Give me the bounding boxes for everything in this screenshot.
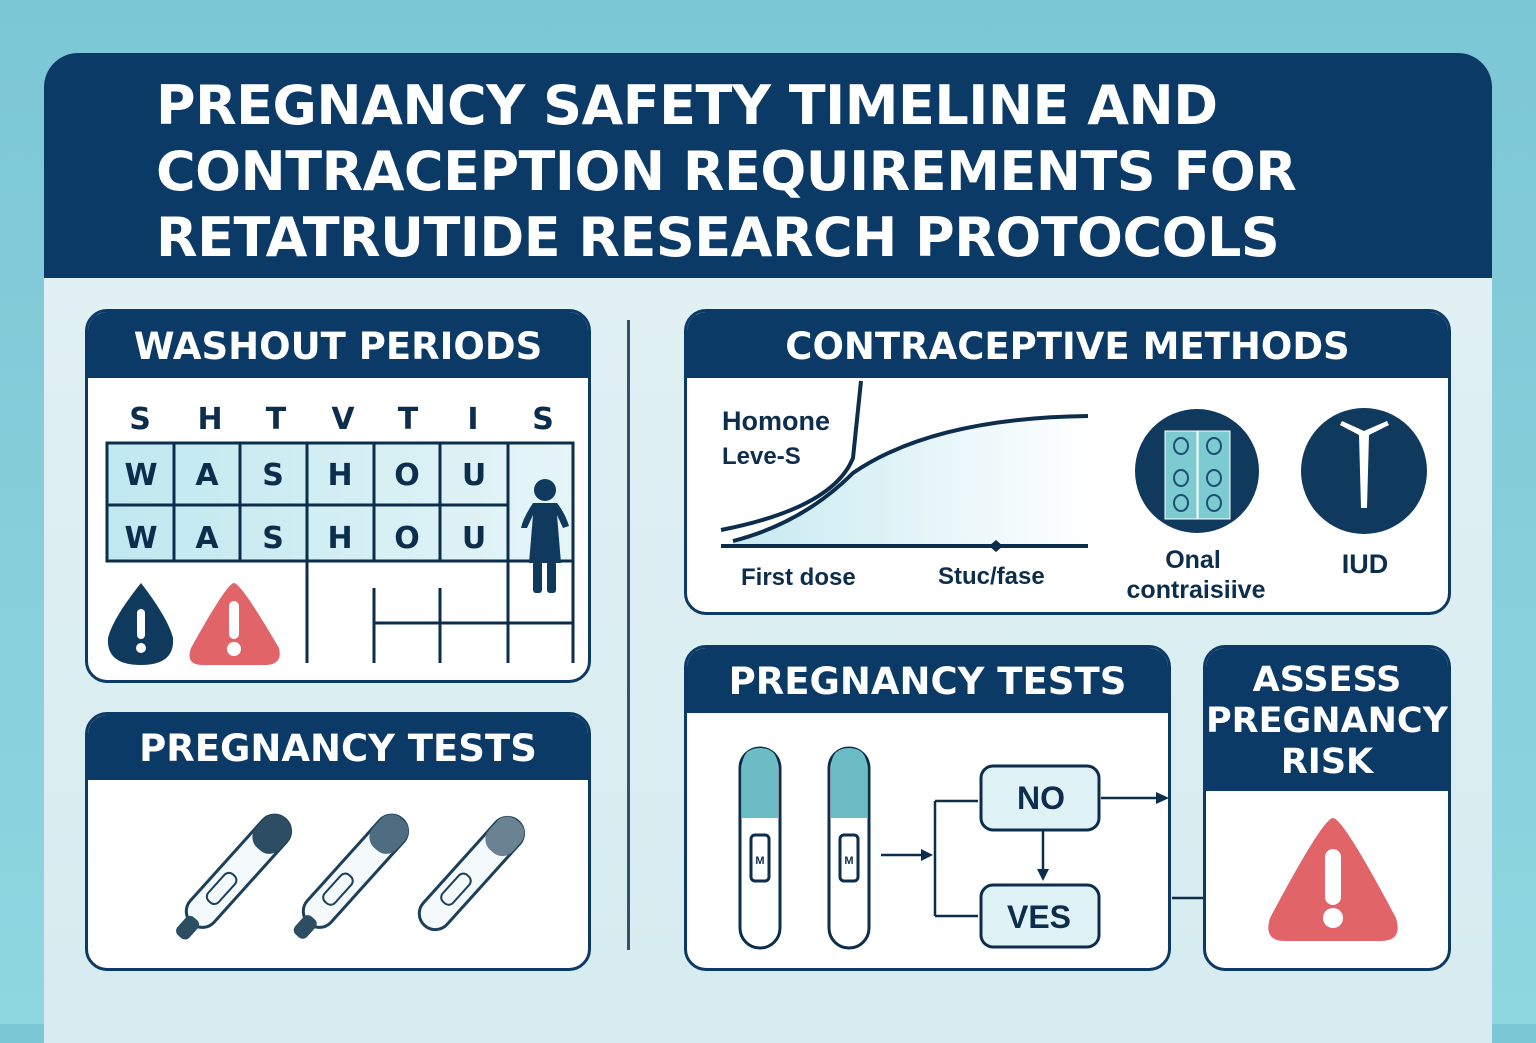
pregnancy-test-icon (293, 813, 410, 939)
pregnancy-test-icon: M (827, 746, 871, 950)
pregnancy-tests-left-panel: PREGNANCY TESTS (85, 712, 591, 971)
warning-drop-icon (107, 583, 174, 665)
method-label: Onal (1165, 546, 1221, 574)
oral-contraceptive-icon (1135, 409, 1259, 533)
calendar-cell: U (462, 521, 486, 556)
calendar-cell: S (262, 458, 284, 493)
washout-heading: WASHOUT PERIODS (88, 312, 588, 378)
warning-triangle-icon (1268, 818, 1398, 941)
title-line: CONTRACEPTION REQUIREMENTS FOR (156, 140, 1297, 203)
day-letter: V (331, 402, 355, 437)
day-letter: S (532, 402, 554, 437)
calendar-cell: H (327, 521, 352, 556)
divider (627, 320, 630, 950)
calendar-cell: U (462, 458, 486, 493)
washout-panel: WASHOUT PERIODS S H T V T I S W A S H O (85, 309, 591, 683)
pregnancy-tests-heading: PREGNANCY TESTS (687, 648, 1168, 713)
calendar-cell: O (394, 521, 420, 556)
page-title: PREGNANCY SAFETY TIMELINE AND CONTRACEPT… (156, 73, 1297, 271)
hormone-level-graph: Homone Leve-S First dose Stuc/fase Onal … (720, 380, 1427, 604)
no-result-box (979, 764, 1101, 832)
test-mark: M (755, 855, 764, 867)
no-result-label: NO (1017, 780, 1065, 816)
pregnancy-test-icon (417, 815, 526, 932)
header: PREGNANCY SAFETY TIMELINE AND CONTRACEPT… (44, 53, 1492, 278)
warning-triangle-icon (189, 583, 280, 665)
hormone-spike-curve (720, 380, 863, 532)
day-letter: T (266, 402, 287, 437)
day-letter: H (197, 402, 222, 437)
graph-label: Leve-S (722, 443, 801, 470)
test-mark: M (844, 855, 853, 867)
pregnancy-test-flowchart: M M NO VES (738, 746, 1168, 950)
yes-result-label: VES (1007, 899, 1071, 935)
heading-line: ASSESS (1252, 660, 1402, 700)
hormone-curve (732, 414, 1089, 543)
pregnancy-tests-flow-panel: PREGNANCY TESTS M M NO VES (684, 645, 1171, 971)
heading-line: PREGNANCY (1206, 701, 1448, 741)
pregnancy-test-icon (176, 813, 293, 940)
pregnancy-test-illustrations (176, 813, 526, 940)
assess-risk-panel: ASSESS PREGNANCY RISK (1203, 645, 1451, 971)
contraceptive-methods-panel: CONTRACEPTIVE METHODS Homone Leve-S Firs… (684, 309, 1451, 615)
day-letter: T (398, 402, 419, 437)
method-label: IUD (1342, 549, 1389, 579)
calendar-cell: S (262, 521, 284, 556)
calendar-cell: A (195, 458, 219, 493)
title-line: RETATRUTIDE RESEARCH PROTOCOLS (156, 206, 1280, 269)
graph-label: Homone (722, 406, 830, 436)
day-letter: I (467, 402, 478, 437)
pregnancy-tests-heading: PREGNANCY TESTS (88, 715, 588, 780)
iud-icon (1301, 408, 1427, 534)
assess-heading: ASSESS PREGNANCY RISK (1206, 648, 1448, 791)
contraceptive-heading: CONTRACEPTIVE METHODS (687, 312, 1448, 378)
calendar-cell: W (124, 458, 157, 493)
yes-result-box (979, 883, 1101, 949)
calendar-cell: W (124, 521, 157, 556)
heading-line: RISK (1280, 742, 1374, 782)
washout-calendar: S H T V T I S W A S H O U W A S (105, 402, 575, 665)
method-label: contraisiive (1127, 576, 1266, 604)
x-label-start: First dose (741, 564, 856, 591)
calendar-cell: O (394, 458, 420, 493)
day-letter: S (129, 402, 151, 437)
title-line: PREGNANCY SAFETY TIMELINE AND (156, 74, 1218, 137)
calendar-cell: H (327, 458, 352, 493)
person-silhouette-icon (521, 479, 569, 593)
calendar-cell: A (195, 521, 219, 556)
x-label-end: Stuc/fase (938, 563, 1045, 590)
pregnancy-test-icon: M (738, 746, 782, 950)
